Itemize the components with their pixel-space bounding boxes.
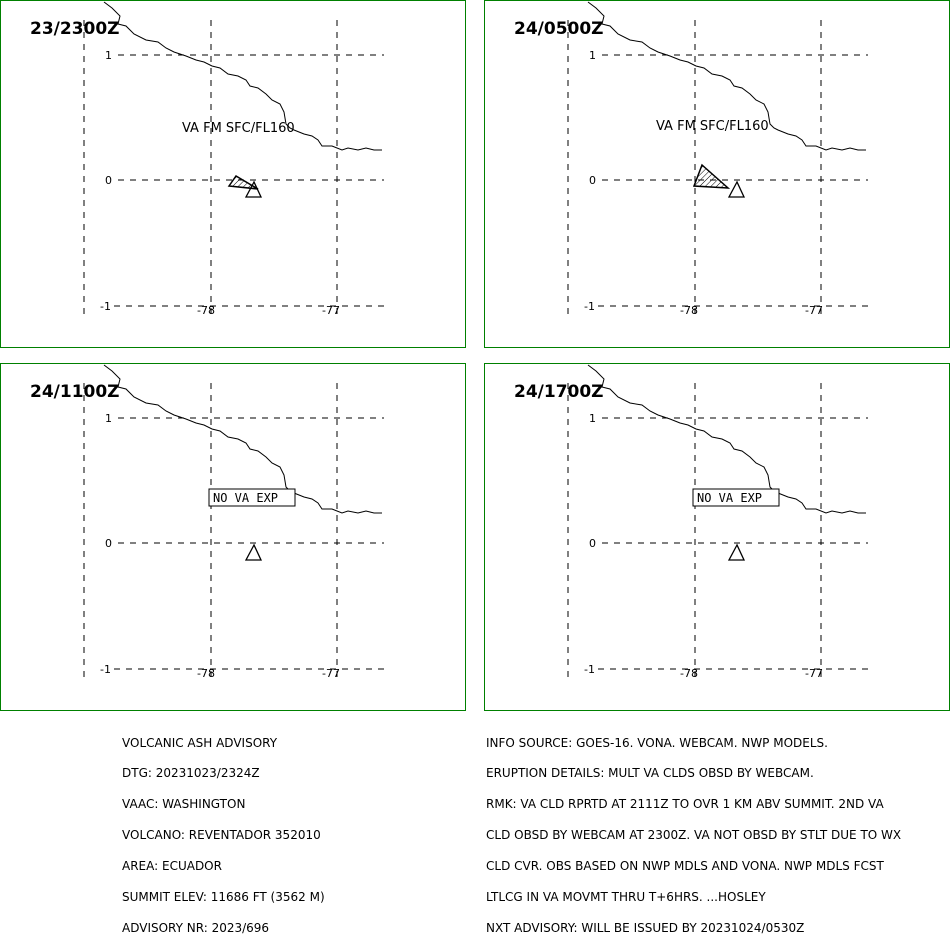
advisory-line: CLD CVR. OBS BASED ON NWP MDLS AND VONA.… xyxy=(486,859,884,874)
lon-tick: -77 xyxy=(322,667,340,680)
lat-tick: 1 xyxy=(589,49,596,62)
advisory-line: RMK: VA CLD RPRTD AT 2111Z TO OVR 1 KM A… xyxy=(486,797,884,812)
advisory-line: VAAC: WASHINGTON xyxy=(122,797,246,812)
volcano-marker-icon xyxy=(244,543,263,561)
advisory-line: NXT ADVISORY: WILL BE ISSUED BY 20231024… xyxy=(486,920,805,935)
lon-tick: -77 xyxy=(805,667,823,680)
no-va-box xyxy=(692,488,780,507)
forecast-panel-2: 24/0500Z VA FM SFC/FL160 1 0 -1 -78 -77 xyxy=(484,0,950,348)
lon-tick: -78 xyxy=(197,304,215,317)
advisory-line: ADVISORY NR: 2023/696 xyxy=(122,920,270,935)
lat-tick: 0 xyxy=(105,537,112,550)
border-line xyxy=(103,1,382,151)
map-panel-3: 24/1100Z NO VA EXP 1 0 -1 -78 -77 xyxy=(0,363,466,711)
forecast-panel-1: 23/2300Z VA FM SFC/FL160 1 0 -1 -78 -77 xyxy=(0,0,466,348)
lat-tick: 1 xyxy=(105,49,112,62)
no-va-label: NO VA EXP xyxy=(697,491,762,505)
border-line xyxy=(587,364,866,514)
advisory-line: VOLCANO: REVENTADOR 352010 xyxy=(122,828,321,843)
lat-tick: 1 xyxy=(105,412,112,425)
volcano-marker-icon xyxy=(244,180,263,198)
panel-frame xyxy=(484,0,950,348)
volcano-marker-icon xyxy=(727,180,746,198)
lat-tick: -1 xyxy=(584,663,595,676)
panel-frame xyxy=(484,363,950,711)
va-layer-label: VA FM SFC/FL160 xyxy=(182,121,295,136)
lat-tick: -1 xyxy=(100,663,111,676)
forecast-panel-4: 24/1700Z NO VA EXP 1 0 -1 -78 -77 xyxy=(484,363,950,711)
lat-tick: -1 xyxy=(584,300,595,313)
panel-time: 24/1100Z xyxy=(30,382,120,402)
advisory-line: SUMMIT ELEV: 11686 FT (3562 M) xyxy=(122,890,325,905)
advisory-left-block: VOLCANIC ASH ADVISORY DTG: 20231023/2324… xyxy=(122,717,325,944)
advisory-line: AREA: ECUADOR xyxy=(122,859,222,874)
panel-frame xyxy=(0,363,466,711)
lon-tick: -78 xyxy=(680,304,698,317)
advisory-line: VOLCANIC ASH ADVISORY xyxy=(122,735,278,750)
forecast-panel-3: 24/1100Z NO VA EXP 1 0 -1 -78 -77 xyxy=(0,363,466,711)
panel-frame xyxy=(0,0,466,348)
lon-tick: -78 xyxy=(197,667,215,680)
advisory-line: ERUPTION DETAILS: MULT VA CLDS OBSD BY W… xyxy=(486,766,814,781)
advisory-right-block: INFO SOURCE: GOES-16. VONA. WEBCAM. NWP … xyxy=(486,717,901,944)
no-va-box xyxy=(208,488,296,507)
ash-cloud-polygon xyxy=(227,175,259,190)
lat-tick: 0 xyxy=(105,174,112,187)
panel-time: 24/1700Z xyxy=(514,382,604,402)
volcano-marker-icon xyxy=(727,543,746,561)
panel-time: 23/2300Z xyxy=(30,19,120,39)
lat-tick: 0 xyxy=(589,174,596,187)
no-va-label: NO VA EXP xyxy=(213,491,278,505)
ash-cloud-polygon xyxy=(692,163,731,189)
advisory-line: DTG: 20231023/2324Z xyxy=(122,766,260,781)
lat-tick: 1 xyxy=(589,412,596,425)
lon-tick: -77 xyxy=(322,304,340,317)
va-layer-label: VA FM SFC/FL160 xyxy=(656,119,769,134)
advisory-line: INFO SOURCE: GOES-16. VONA. WEBCAM. NWP … xyxy=(486,735,828,750)
map-panel-2: 24/0500Z VA FM SFC/FL160 1 0 -1 -78 -77 xyxy=(484,0,950,348)
advisory-line: LTLCG IN VA MOVMT THRU T+6HRS. ...HOSLEY xyxy=(486,890,766,905)
lon-tick: -77 xyxy=(805,304,823,317)
map-panel-4: 24/1700Z NO VA EXP 1 0 -1 -78 -77 xyxy=(484,363,950,711)
panel-time: 24/0500Z xyxy=(514,19,604,39)
map-panel-1: 23/2300Z VA FM SFC/FL160 1 0 -1 -78 -77 xyxy=(0,0,466,348)
lon-tick: -78 xyxy=(680,667,698,680)
advisory-line: CLD OBSD BY WEBCAM AT 2300Z. VA NOT OBSD… xyxy=(486,828,902,843)
lat-tick: 0 xyxy=(589,537,596,550)
lat-tick: -1 xyxy=(100,300,111,313)
border-line xyxy=(587,1,866,151)
border-line xyxy=(103,364,382,514)
